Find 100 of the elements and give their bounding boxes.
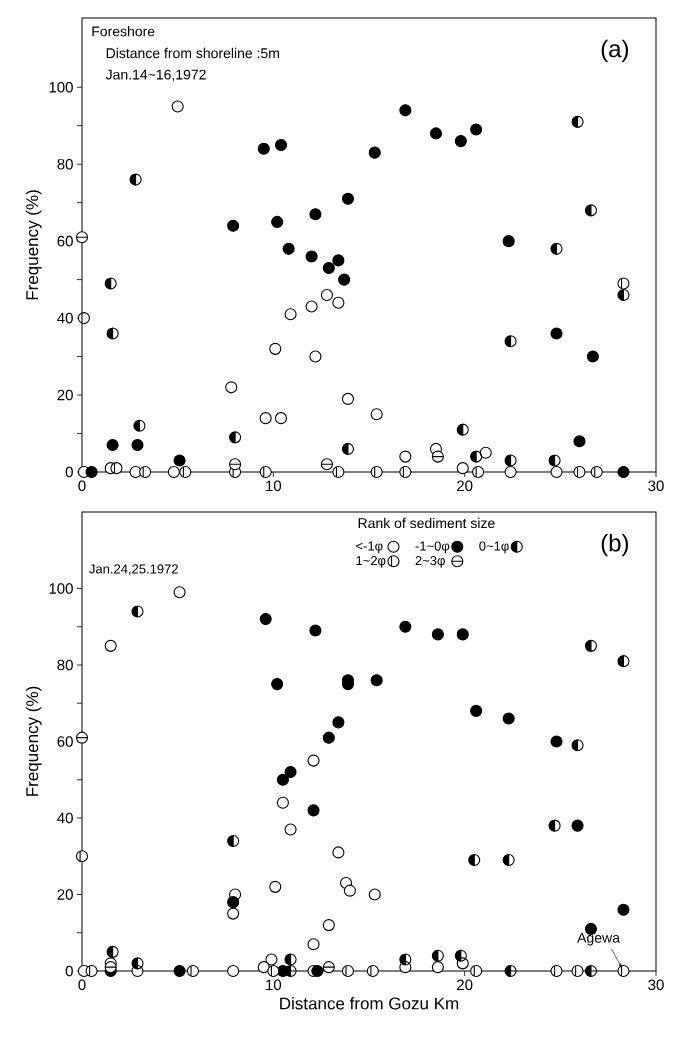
point <box>617 964 630 978</box>
point <box>110 462 123 475</box>
point <box>305 250 318 263</box>
x-tick-label: 20 <box>457 480 473 492</box>
point <box>341 964 355 978</box>
point <box>274 412 288 425</box>
point <box>75 731 89 744</box>
point <box>573 435 586 448</box>
point <box>571 819 584 832</box>
point <box>322 919 335 932</box>
y-tick-label: 0 <box>65 466 73 478</box>
point <box>366 964 379 978</box>
y-tick-label: 100 <box>49 583 73 594</box>
point <box>322 731 335 744</box>
annotation: Jan.24,25.1972 <box>89 564 178 576</box>
point <box>269 342 282 355</box>
point <box>370 465 383 479</box>
x-axis-title: Distance from Gozu Km <box>280 997 459 1010</box>
y-tick-label: 40 <box>57 312 73 324</box>
y-axis-title: Frequency (%) <box>25 686 42 796</box>
point <box>305 300 318 313</box>
annotation: Distance from shoreline :5m <box>106 47 279 59</box>
point <box>271 678 284 691</box>
legend-label: 0~1φ <box>479 541 509 554</box>
point <box>274 138 288 151</box>
point <box>227 896 240 909</box>
point <box>370 408 383 421</box>
point <box>227 964 240 978</box>
legend-label: -1~0φ <box>415 541 450 554</box>
point <box>456 628 469 641</box>
point <box>431 961 444 974</box>
point <box>173 586 186 599</box>
y-tick-label: 60 <box>57 235 73 247</box>
point <box>284 823 297 836</box>
point <box>472 465 485 479</box>
point <box>617 903 630 916</box>
y-tick-label: 0 <box>65 965 73 977</box>
point <box>332 716 345 729</box>
x-tick-label: 20 <box>457 979 473 991</box>
text: (b) <box>601 533 629 557</box>
point <box>186 964 200 978</box>
point <box>399 450 412 463</box>
point <box>259 412 272 425</box>
point <box>504 465 517 479</box>
point <box>332 846 345 859</box>
point <box>399 465 412 479</box>
point <box>307 938 320 951</box>
point <box>470 704 483 717</box>
point <box>429 127 443 140</box>
point <box>309 624 322 637</box>
point <box>229 458 242 471</box>
point <box>320 288 333 302</box>
legend-label: 1~2φ <box>356 556 386 568</box>
x-tick-label: 0 <box>78 979 86 991</box>
point <box>586 350 599 363</box>
y-tick-label: 100 <box>49 81 73 93</box>
point <box>259 613 272 626</box>
point <box>284 308 297 321</box>
point <box>399 620 412 633</box>
point <box>257 142 270 155</box>
point <box>139 465 152 479</box>
y-tick-label: 60 <box>57 736 73 747</box>
legend-label: <-1φ <box>356 541 383 554</box>
point <box>332 254 345 267</box>
point <box>311 964 324 978</box>
point <box>431 628 444 641</box>
point <box>320 458 333 471</box>
point <box>173 454 186 467</box>
point <box>131 439 144 452</box>
point <box>309 208 322 221</box>
x-tick-label: 30 <box>648 480 664 492</box>
point <box>179 465 192 479</box>
point <box>341 392 355 405</box>
point <box>173 964 186 978</box>
y-axis-title: Frequency (%) <box>25 190 42 300</box>
point <box>322 262 335 275</box>
y-tick-label: 80 <box>57 659 73 671</box>
point <box>332 296 345 309</box>
x-tick-label: 30 <box>648 979 664 991</box>
point <box>470 964 483 978</box>
y-tick-label: 80 <box>57 158 73 170</box>
point <box>470 123 483 136</box>
point <box>271 215 284 228</box>
legend-label: 2~3φ <box>415 556 445 568</box>
point <box>227 219 240 232</box>
point <box>550 465 563 479</box>
point <box>282 242 295 255</box>
point <box>343 884 356 897</box>
x-tick-label: 10 <box>266 480 282 492</box>
point <box>571 964 584 978</box>
point <box>75 231 89 244</box>
point <box>85 465 98 479</box>
point <box>431 450 444 463</box>
point <box>479 446 492 459</box>
point <box>456 462 469 475</box>
point <box>454 135 467 148</box>
point <box>104 961 117 974</box>
annotation: Agewa <box>577 932 620 946</box>
point <box>341 192 355 205</box>
point <box>307 754 320 767</box>
